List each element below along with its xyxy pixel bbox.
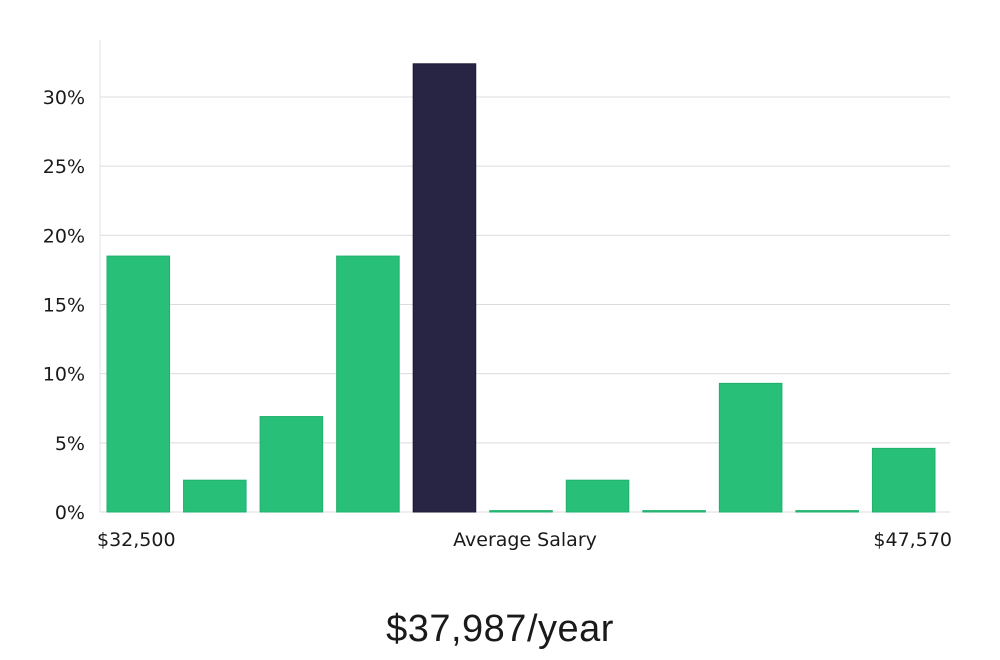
y-tick-label: 30%	[43, 87, 85, 109]
y-tick-label: 10%	[43, 364, 85, 386]
bar	[259, 416, 324, 513]
y-tick-label: 5%	[55, 433, 85, 455]
bar	[106, 255, 171, 513]
bar	[565, 479, 630, 513]
bar	[642, 510, 706, 513]
average-salary-value: $37,987/year	[386, 608, 614, 650]
y-tick-label: 25%	[43, 156, 85, 178]
bar	[795, 510, 859, 513]
bar	[871, 447, 936, 513]
bar	[489, 510, 553, 513]
bar	[718, 382, 783, 513]
salary-histogram-chart: 0% 5% 10% 15% 20% 25% 30%	[43, 40, 950, 524]
x-axis-title: Average Salary	[453, 529, 597, 551]
bar-highlighted	[412, 63, 477, 513]
x-axis-min-label: $32,500	[97, 529, 176, 551]
y-tick-label: 15%	[43, 295, 85, 317]
bar	[183, 479, 247, 513]
bar	[336, 255, 400, 513]
y-tick-label: 20%	[43, 225, 85, 247]
y-tick-label: 0%	[55, 502, 85, 524]
x-axis-max-label: $47,570	[873, 529, 952, 551]
